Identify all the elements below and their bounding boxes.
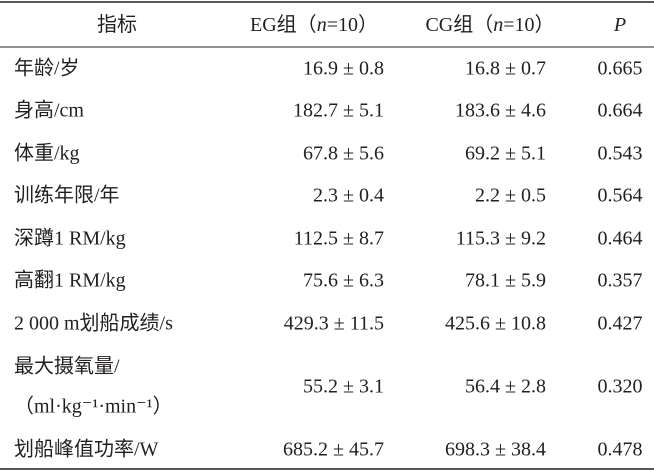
row-label: 划船峰值功率/W [14, 438, 159, 461]
p-value: 0.665 [598, 58, 643, 80]
eg-value: 16.9 ± 0.8 [303, 58, 384, 80]
eg-value: 2.3 ± 0.4 [313, 185, 384, 207]
p-value: 0.543 [598, 143, 643, 165]
header-cell: 指标 [97, 13, 137, 36]
row-label: （ml·kg⁻¹·min⁻¹） [14, 395, 173, 418]
cg-value: 56.4 ± 2.8 [465, 376, 546, 398]
cg-value: 2.2 ± 0.5 [475, 185, 546, 207]
header-text: 指标 [97, 13, 137, 36]
eg-value: 75.6 ± 6.3 [303, 270, 384, 292]
header-text: =10） [503, 13, 554, 36]
header-cell: P [613, 14, 626, 36]
p-value: 0.564 [598, 185, 643, 207]
row-label: 深蹲1 RM/kg [14, 227, 126, 250]
p-value: 0.464 [598, 228, 643, 250]
row-label: 最大摄氧量/ [14, 355, 120, 378]
p-value: 0.320 [598, 376, 643, 398]
header-text: n [493, 14, 503, 36]
header-cell: EG组（n=10） [250, 13, 378, 36]
p-value: 0.664 [598, 100, 643, 122]
header-text: CG组（ [425, 13, 493, 36]
row-label: 年龄/岁 [14, 57, 80, 80]
row-label: 2 000 m划船成绩/s [14, 312, 173, 335]
p-value: 0.357 [598, 270, 643, 292]
row-label: 训练年限/年 [14, 184, 120, 207]
row-label: 身高/cm [14, 99, 84, 122]
eg-value: 112.5 ± 8.7 [294, 228, 384, 250]
header-text: =10） [327, 13, 378, 36]
eg-value: 182.7 ± 5.1 [293, 100, 384, 122]
cg-value: 16.8 ± 0.7 [465, 58, 546, 80]
row-label: 体重/kg [14, 142, 80, 165]
eg-value: 67.8 ± 5.6 [303, 143, 384, 165]
eg-value: 429.3 ± 11.5 [284, 313, 384, 335]
cg-value: 69.2 ± 5.1 [465, 143, 546, 165]
cg-value: 425.6 ± 10.8 [445, 313, 546, 335]
p-value: 0.427 [598, 313, 643, 335]
header-text: P [613, 14, 626, 36]
eg-value: 55.2 ± 3.1 [303, 376, 384, 398]
header-cell: CG组（n=10） [425, 13, 554, 36]
eg-value: 685.2 ± 45.7 [283, 439, 384, 461]
cg-value: 78.1 ± 5.9 [465, 270, 546, 292]
cg-value: 698.3 ± 38.4 [445, 439, 546, 461]
cg-value: 115.3 ± 9.2 [456, 228, 546, 250]
cg-value: 183.6 ± 4.6 [455, 100, 546, 122]
p-value: 0.478 [598, 439, 643, 461]
header-text: EG组（ [250, 13, 317, 36]
header-text: n [317, 14, 327, 36]
row-label: 高翻1 RM/kg [14, 269, 126, 292]
